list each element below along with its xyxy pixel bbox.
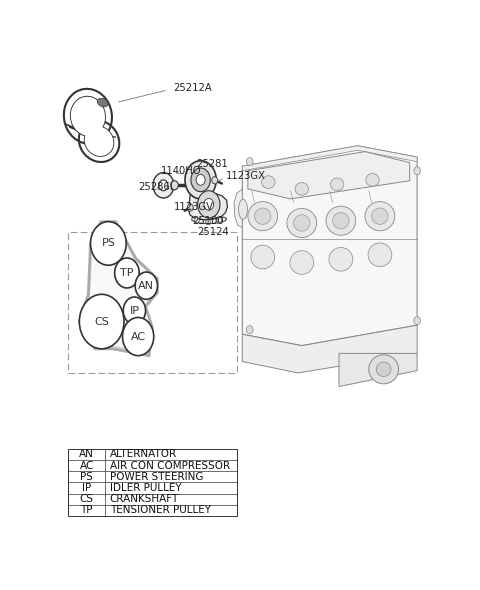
Ellipse shape — [414, 166, 420, 175]
Ellipse shape — [123, 297, 145, 324]
Ellipse shape — [198, 191, 220, 218]
Bar — [68, 232, 238, 373]
Ellipse shape — [239, 199, 248, 219]
Text: TENSIONER PULLEY: TENSIONER PULLEY — [110, 506, 211, 516]
Ellipse shape — [204, 198, 214, 210]
Text: 25100: 25100 — [192, 216, 224, 226]
Text: AN: AN — [138, 281, 154, 291]
Ellipse shape — [329, 248, 353, 271]
Ellipse shape — [79, 294, 124, 349]
Ellipse shape — [217, 218, 221, 223]
Ellipse shape — [262, 176, 275, 188]
Polygon shape — [242, 325, 417, 373]
Text: IDLER PULLEY: IDLER PULLEY — [110, 483, 181, 493]
Ellipse shape — [187, 204, 193, 211]
Polygon shape — [192, 217, 227, 224]
Ellipse shape — [195, 218, 199, 223]
Ellipse shape — [191, 168, 210, 192]
Text: CS: CS — [80, 494, 94, 504]
Ellipse shape — [326, 206, 356, 235]
Text: 25124: 25124 — [198, 227, 229, 237]
Ellipse shape — [330, 178, 344, 191]
Ellipse shape — [171, 181, 178, 190]
Ellipse shape — [185, 160, 216, 199]
Polygon shape — [234, 189, 242, 228]
Polygon shape — [188, 178, 207, 186]
Ellipse shape — [246, 326, 253, 334]
Ellipse shape — [212, 176, 218, 184]
Text: 25212A: 25212A — [173, 83, 212, 93]
Ellipse shape — [122, 317, 154, 356]
Bar — [68, 449, 238, 516]
Ellipse shape — [372, 208, 388, 224]
Ellipse shape — [414, 317, 420, 325]
Polygon shape — [79, 222, 157, 356]
Ellipse shape — [71, 97, 105, 136]
Polygon shape — [188, 191, 228, 220]
Ellipse shape — [254, 208, 271, 224]
Ellipse shape — [84, 126, 113, 156]
Text: PS: PS — [101, 238, 115, 248]
Text: AC: AC — [131, 332, 146, 342]
Ellipse shape — [294, 215, 310, 231]
Text: POWER STEERING: POWER STEERING — [110, 472, 204, 482]
Ellipse shape — [97, 99, 108, 107]
Polygon shape — [339, 353, 417, 386]
Ellipse shape — [196, 175, 205, 185]
Ellipse shape — [365, 202, 395, 231]
Ellipse shape — [290, 251, 314, 274]
Text: CRANKSHAFT: CRANKSHAFT — [110, 494, 179, 504]
Ellipse shape — [84, 126, 114, 156]
Ellipse shape — [91, 222, 126, 266]
Text: IP: IP — [82, 483, 91, 493]
Ellipse shape — [248, 202, 277, 231]
Ellipse shape — [251, 245, 275, 269]
Ellipse shape — [115, 258, 139, 288]
Ellipse shape — [206, 219, 210, 225]
Ellipse shape — [333, 212, 349, 229]
Text: 25281: 25281 — [196, 159, 228, 169]
Polygon shape — [81, 224, 156, 353]
Ellipse shape — [159, 180, 168, 191]
Polygon shape — [248, 152, 410, 199]
Text: CS: CS — [94, 317, 109, 327]
Text: 1123GX: 1123GX — [226, 171, 265, 181]
Text: AC: AC — [80, 461, 94, 471]
Ellipse shape — [71, 97, 105, 136]
Ellipse shape — [369, 355, 398, 384]
Ellipse shape — [368, 243, 392, 267]
Text: TP: TP — [120, 268, 134, 278]
Ellipse shape — [376, 362, 391, 376]
Text: IP: IP — [130, 306, 139, 316]
Ellipse shape — [287, 208, 317, 238]
Text: AIR CON COMPRESSOR: AIR CON COMPRESSOR — [110, 461, 230, 471]
Polygon shape — [242, 146, 417, 171]
Ellipse shape — [246, 158, 253, 166]
Text: ALTERNATOR: ALTERNATOR — [110, 450, 177, 460]
Polygon shape — [242, 146, 417, 346]
Ellipse shape — [135, 272, 157, 299]
Text: PS: PS — [80, 472, 93, 482]
Ellipse shape — [366, 173, 379, 186]
Ellipse shape — [153, 172, 174, 198]
Text: 1140HO: 1140HO — [160, 166, 201, 176]
Text: 1123GV: 1123GV — [173, 202, 214, 212]
Ellipse shape — [295, 182, 309, 195]
Text: AN: AN — [79, 450, 94, 460]
Text: 25286I: 25286I — [138, 182, 173, 192]
Text: TP: TP — [81, 506, 93, 516]
